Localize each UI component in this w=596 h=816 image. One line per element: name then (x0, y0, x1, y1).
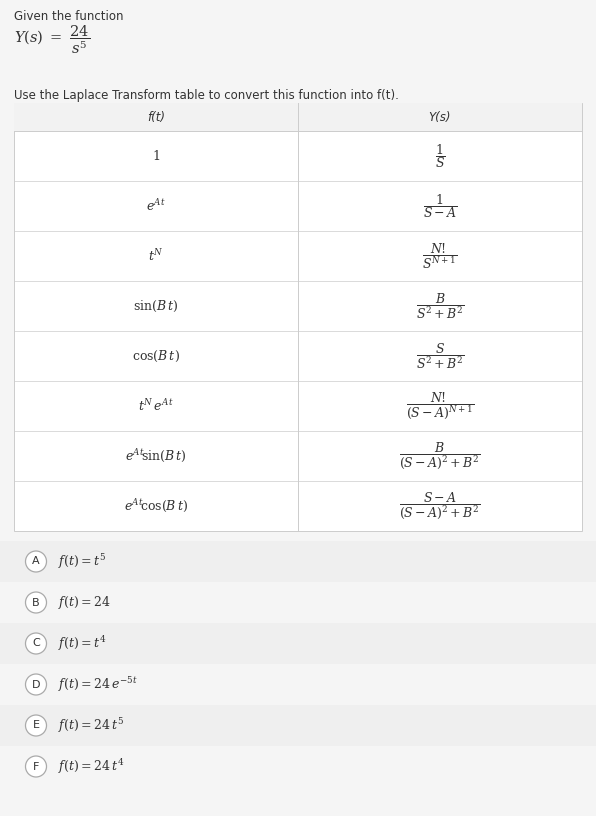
Text: A: A (32, 557, 40, 566)
Text: $f(t) = 24$: $f(t) = 24$ (58, 594, 111, 611)
Text: $e^{At}\!\sin(B\,t)$: $e^{At}\!\sin(B\,t)$ (125, 447, 187, 464)
Bar (0, 746, 596, 787)
Circle shape (26, 551, 46, 572)
Text: $\dfrac{N!}{(S-A)^{N+1}}$: $\dfrac{N!}{(S-A)^{N+1}}$ (405, 391, 474, 421)
Text: $t^{N}$: $t^{N}$ (148, 248, 164, 264)
Text: $1$: $1$ (152, 149, 160, 163)
Text: $\dfrac{S}{S^2+B^2}$: $\dfrac{S}{S^2+B^2}$ (415, 341, 464, 371)
Circle shape (26, 674, 46, 695)
Text: $t^{N}\,e^{At}$: $t^{N}\,e^{At}$ (138, 398, 174, 414)
Text: $f(t) = t^5$: $f(t) = t^5$ (58, 552, 106, 571)
Text: $\dfrac{B}{(S-A)^2+B^2}$: $\dfrac{B}{(S-A)^2+B^2}$ (399, 441, 481, 472)
Text: $\cos(B\,t)$: $\cos(B\,t)$ (132, 348, 180, 364)
Text: $f(t) = 24\,e^{-5t}$: $f(t) = 24\,e^{-5t}$ (58, 675, 138, 694)
Text: F: F (33, 761, 39, 771)
Text: D: D (32, 680, 41, 690)
Text: f(t): f(t) (147, 110, 165, 123)
Bar (0, 582, 596, 623)
Text: $\sin(B\,t)$: $\sin(B\,t)$ (134, 299, 179, 313)
Text: $f(t) = 24\,t^4$: $f(t) = 24\,t^4$ (58, 757, 125, 776)
Text: $f(t) = t^4$: $f(t) = t^4$ (58, 634, 107, 653)
Text: $e^{At}\!\cos(B\,t)$: $e^{At}\!\cos(B\,t)$ (124, 498, 188, 515)
Text: Y(s): Y(s) (429, 110, 451, 123)
Text: $e^{At}$: $e^{At}$ (146, 198, 166, 214)
Bar (0, 705, 596, 746)
Text: $\dfrac{1}{S-A}$: $\dfrac{1}{S-A}$ (423, 192, 457, 220)
Text: Use the Laplace Transform table to convert this function into f(t).: Use the Laplace Transform table to conve… (14, 89, 399, 102)
Bar (14, 103, 582, 131)
Text: E: E (33, 721, 39, 730)
Bar (0, 664, 596, 705)
Text: $\mathit{Y}(\mathit{s})\ =\ \dfrac{24}{s^5}$: $\mathit{Y}(\mathit{s})\ =\ \dfrac{24}{s… (14, 23, 90, 55)
Text: B: B (32, 597, 40, 607)
Circle shape (26, 715, 46, 736)
Text: $\dfrac{1}{S}$: $\dfrac{1}{S}$ (434, 142, 445, 170)
Bar (0, 623, 596, 664)
Text: $\dfrac{S-A}{(S-A)^2+B^2}$: $\dfrac{S-A}{(S-A)^2+B^2}$ (399, 490, 481, 521)
Bar (0, 541, 596, 582)
Text: C: C (32, 638, 40, 649)
Text: $f(t) = 24\,t^5$: $f(t) = 24\,t^5$ (58, 716, 124, 735)
Text: $\dfrac{N!}{S^{N+1}}$: $\dfrac{N!}{S^{N+1}}$ (422, 241, 458, 271)
Bar (14, 103, 582, 531)
Circle shape (26, 633, 46, 654)
Text: $\dfrac{B}{S^2+B^2}$: $\dfrac{B}{S^2+B^2}$ (415, 291, 464, 321)
Circle shape (26, 756, 46, 777)
Text: Given the function: Given the function (14, 10, 123, 23)
Circle shape (26, 592, 46, 613)
